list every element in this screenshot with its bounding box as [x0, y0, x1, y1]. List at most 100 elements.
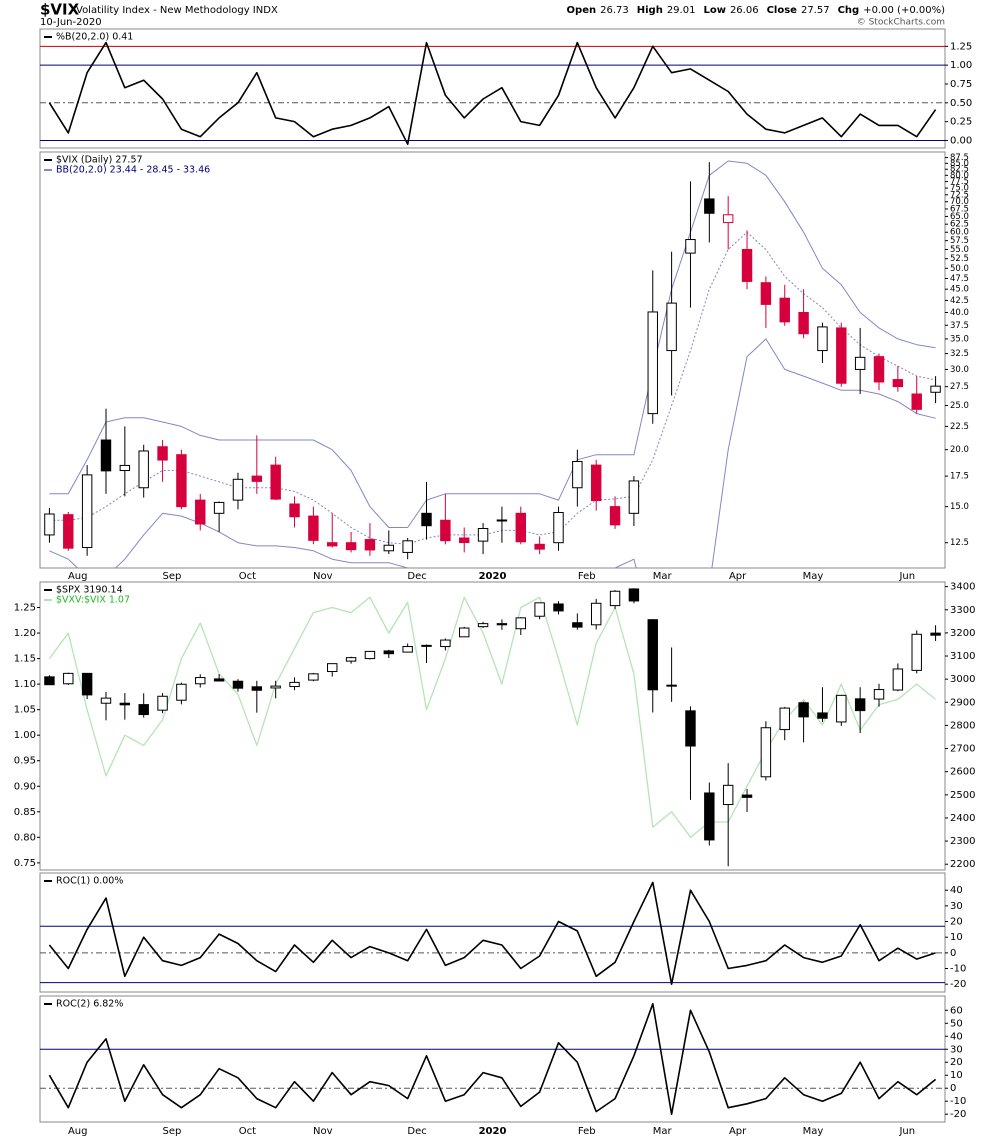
candle-body	[609, 590, 621, 607]
quote-value: 26.06	[730, 5, 759, 16]
y-tick-label: 25.0	[950, 401, 969, 411]
y-tick-label: 2200	[950, 859, 975, 870]
y-tick-label: 3100	[950, 651, 975, 662]
y-tick-label: 42.5	[950, 296, 969, 306]
candle-body	[327, 663, 338, 673]
y-tick-label: 52.5	[950, 254, 969, 264]
y-tick-label: 0	[950, 948, 956, 959]
candle-body	[704, 792, 715, 841]
candle-body	[63, 672, 74, 685]
line	[48, 881, 936, 985]
candle-body	[798, 311, 809, 335]
candle-body	[195, 499, 206, 525]
y-tick-label: 50.0	[950, 264, 969, 274]
y2-tick-label: 0.75	[14, 858, 36, 869]
y-tick-label: 2700	[950, 744, 975, 755]
y-tick-label: 40.0	[950, 308, 969, 318]
candle-body	[666, 684, 677, 687]
y-tick-label: 2300	[950, 836, 975, 847]
y-tick-label: -10	[950, 964, 966, 975]
candle-body	[722, 214, 734, 224]
candle-body	[817, 712, 828, 719]
candle-body	[232, 680, 244, 689]
candle-body	[81, 474, 93, 549]
y-tick-label: 0.00	[950, 135, 972, 146]
y2-tick-label: 1.20	[14, 628, 36, 639]
y-tick-label: -10	[950, 1096, 966, 1107]
candle-body	[477, 623, 489, 628]
y-tick-label: -20	[950, 979, 966, 990]
candle-body	[854, 356, 866, 370]
x-tick-label: Oct	[239, 571, 256, 582]
y-tick-label: 75.0	[950, 184, 969, 194]
y-tick-label: 10	[950, 932, 963, 943]
candle-body	[459, 537, 470, 544]
y-tick-label: 77.5	[950, 177, 969, 187]
y-tick-label: 47.5	[950, 274, 969, 284]
candle-body	[176, 683, 187, 701]
y-tick-label: 20	[950, 917, 963, 928]
y-tick-label: 87.5	[950, 153, 969, 163]
candle-body	[270, 464, 281, 500]
y-tick-label: 45.0	[950, 285, 969, 295]
candle-body	[421, 644, 432, 647]
candle-body	[779, 707, 790, 731]
candle-body	[911, 393, 922, 410]
candle-body	[666, 302, 677, 352]
candle-body	[817, 326, 828, 352]
candle-body	[515, 617, 526, 630]
x-tick-label: Aug	[68, 571, 88, 582]
quote-value: 26.73	[600, 5, 629, 16]
y-tick-label: 1.00	[950, 60, 972, 71]
x-tick-label: 2020	[479, 1126, 507, 1137]
quote-label: Close	[767, 5, 798, 16]
candle-body	[402, 646, 413, 653]
candle-body	[477, 527, 489, 542]
credit: © StockCharts.com	[857, 18, 945, 28]
x-tick-label: May	[803, 571, 824, 582]
candle-body	[100, 439, 112, 472]
legend-entry: ROC(2) 6.82%	[56, 999, 123, 1010]
y-tick-label: 27.5	[950, 382, 969, 392]
candle-body	[722, 784, 734, 806]
candle-body	[911, 633, 922, 671]
y-tick-label: 30.0	[950, 365, 969, 375]
symbol: $VIX	[40, 1, 80, 19]
y-tick-label: 40	[950, 885, 963, 896]
y2-tick-label: 0.85	[14, 807, 36, 818]
y-tick-label: 0.75	[950, 79, 972, 90]
candle-body	[892, 668, 904, 691]
quote-label: Chg	[838, 5, 860, 16]
y2-tick-label: 1.25	[14, 603, 36, 614]
candle-body	[836, 694, 847, 723]
candle-body	[572, 622, 583, 628]
x-tick-label: Mar	[653, 1126, 673, 1137]
y-tick-label: 17.5	[950, 472, 969, 482]
candle-body	[892, 379, 904, 388]
panel	[39, 151, 946, 569]
y-tick-label: 30	[950, 1044, 963, 1055]
candle-body	[119, 464, 131, 472]
x-tick-label: Mar	[653, 571, 673, 582]
candle-body	[836, 327, 847, 384]
y-tick-label: -20	[950, 1109, 966, 1120]
x-tick-label: Sep	[163, 1126, 182, 1137]
candle-body	[364, 539, 376, 551]
x-tick-label: Apr	[729, 571, 747, 582]
y-tick-label: 1.25	[950, 41, 972, 52]
candle-body	[760, 727, 772, 778]
y2-tick-label: 0.90	[14, 781, 36, 792]
y-tick-label: 82.5	[950, 165, 969, 175]
candle-body	[704, 198, 715, 214]
y-tick-label: 72.5	[950, 190, 969, 200]
candle-body	[553, 512, 564, 544]
candle-body	[138, 704, 149, 716]
candle-body	[685, 239, 696, 254]
candle-body	[195, 677, 206, 685]
y-tick-label: 62.5	[950, 220, 969, 230]
candle-body	[873, 689, 885, 700]
x-tick-label: Aug	[68, 1126, 88, 1137]
candle-body	[289, 503, 300, 518]
candle-body	[930, 385, 941, 393]
y2-tick-label: 0.80	[14, 832, 36, 843]
